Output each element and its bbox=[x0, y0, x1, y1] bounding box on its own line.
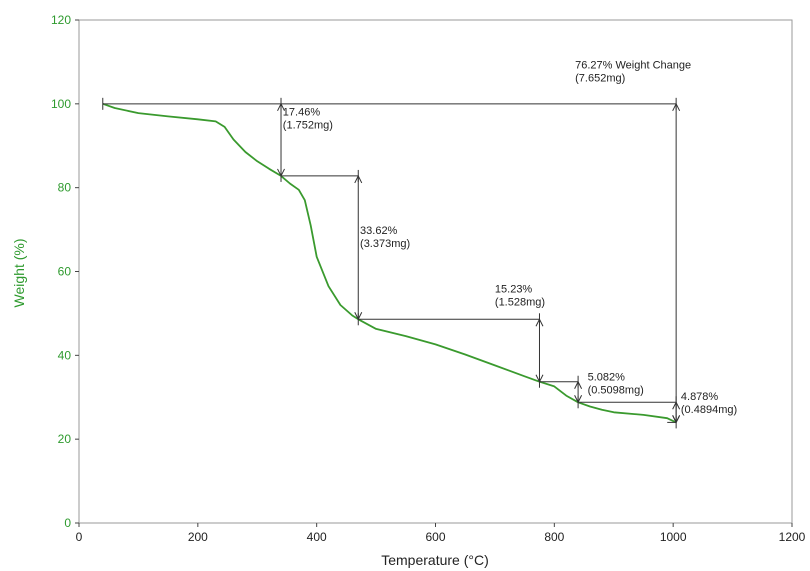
y-tick-label: 20 bbox=[58, 432, 72, 446]
y-axis-label: Weight (%) bbox=[11, 239, 27, 308]
annotation-percent: 33.62% bbox=[360, 225, 398, 237]
y-tick-label: 100 bbox=[51, 97, 71, 111]
x-tick-label: 0 bbox=[76, 530, 83, 544]
arrow-head-up bbox=[535, 318, 544, 327]
arrow-head-up bbox=[574, 380, 583, 389]
x-tick-label: 800 bbox=[544, 530, 564, 544]
y-tick-label: 80 bbox=[58, 181, 72, 195]
arrow-head-down bbox=[672, 415, 681, 424]
annotation-total: 76.27% Weight Change (7.652mg) bbox=[575, 60, 691, 85]
annotation-mass: (3.373mg) bbox=[360, 238, 410, 250]
y-tick-label: 40 bbox=[58, 348, 72, 362]
arrow-head-down bbox=[574, 395, 583, 404]
arrow-head-down bbox=[277, 168, 285, 178]
x-tick-label: 400 bbox=[307, 530, 327, 544]
arrow-head-up bbox=[672, 102, 681, 112]
annotation-percent: 15.23% bbox=[495, 283, 533, 295]
y-tick-label: 60 bbox=[58, 265, 72, 279]
annotation-step-4: 5.082% (0.5098mg) bbox=[588, 371, 644, 396]
annotation-percent: 76.27% Weight Change bbox=[575, 60, 691, 72]
annotation-step-3: 15.23% (1.528mg) bbox=[495, 283, 545, 308]
arrow-head-up bbox=[277, 102, 285, 112]
x-axis-label: Temperature (°C) bbox=[381, 552, 489, 568]
annotation-step-5: 4.878% (0.4894mg) bbox=[681, 391, 737, 416]
arrow-head-down bbox=[535, 374, 544, 383]
x-tick-label: 1000 bbox=[660, 530, 687, 544]
annotation-step-2: 33.62% (3.373mg) bbox=[360, 225, 410, 250]
annotation-mass: (0.5098mg) bbox=[588, 384, 644, 396]
annotation-mass: (0.4894mg) bbox=[681, 404, 737, 416]
annotation-percent: 17.46% bbox=[283, 107, 321, 119]
x-tick-label: 600 bbox=[425, 530, 445, 544]
annotation-mass: (7.652mg) bbox=[575, 73, 625, 85]
x-tick-label: 1200 bbox=[779, 530, 806, 544]
arrow-head-up bbox=[354, 174, 363, 184]
annotation-percent: 5.082% bbox=[588, 371, 626, 383]
y-tick-label: 0 bbox=[64, 516, 71, 530]
annotation-step-1: 17.46% (1.752mg) bbox=[283, 107, 333, 132]
y-tick-label: 120 bbox=[51, 13, 71, 27]
annotation-mass: (1.752mg) bbox=[283, 120, 333, 132]
plot-frame bbox=[78, 19, 793, 524]
annotation-percent: 4.878% bbox=[681, 391, 719, 403]
annotation-mass: (1.528mg) bbox=[495, 296, 545, 308]
x-tick-label: 200 bbox=[188, 530, 208, 544]
arrow-head-down bbox=[354, 312, 363, 321]
